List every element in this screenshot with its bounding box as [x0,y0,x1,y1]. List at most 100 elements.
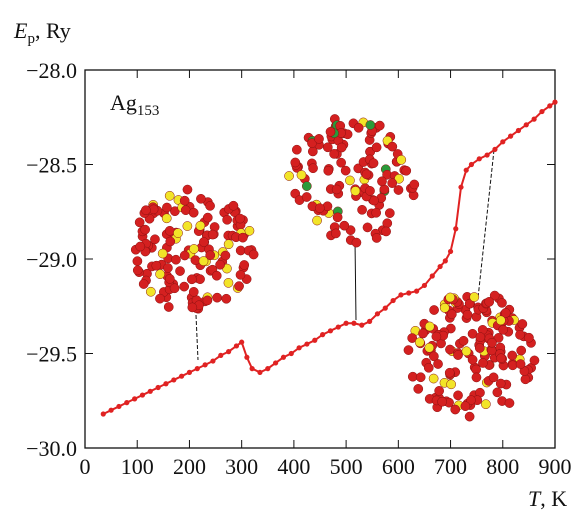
atom [384,208,395,218]
atom [415,372,426,383]
atom [322,142,333,153]
data-point [406,290,412,296]
data-point [453,226,459,232]
data-point [155,384,161,391]
atom [207,229,218,240]
data-point [484,152,490,158]
atom [141,205,151,216]
data-point [171,377,177,383]
atom [488,372,499,383]
annotation-main: Ag [110,90,137,115]
atom [428,373,439,384]
data-point [233,343,240,349]
atom [239,260,250,270]
atom [189,244,199,254]
atom [437,396,447,407]
annotation-sub: 153 [137,103,160,119]
atom [235,269,246,280]
atom [175,266,185,276]
y-label-main: E [13,18,28,43]
atom [351,237,362,248]
atom [222,214,232,225]
atom [371,142,382,153]
atom [284,171,294,181]
data-point [320,332,326,338]
atom [433,359,443,369]
data-point [437,263,443,270]
atom [314,203,325,214]
atom [368,158,379,169]
atom [345,175,355,186]
atom [413,384,424,394]
data-point [100,411,106,417]
atom [212,292,223,303]
atom [187,302,198,313]
atom [329,149,339,159]
atom [162,202,172,213]
atom [211,270,222,281]
atom [314,134,324,144]
data-point [351,320,357,326]
atom [396,155,407,165]
atom [325,126,336,137]
atom [461,346,472,357]
data-point [367,318,373,324]
atom [439,303,450,313]
atom [374,120,385,131]
atom [134,217,145,228]
atom [423,362,434,373]
atom [418,328,428,339]
data-point [463,167,469,173]
data-point [531,116,537,122]
x-tick-label: 200 [173,454,206,479]
atom [365,120,376,130]
atom [308,163,318,174]
atom [228,200,239,211]
data-point [547,103,553,109]
atom [481,399,491,410]
atom [323,165,334,176]
atom [484,296,495,307]
atom [171,254,181,265]
atom [401,165,412,176]
x-tick-label: 0 [80,454,91,479]
atom [403,345,414,355]
atom [223,239,234,250]
atom [460,401,471,411]
atom [336,142,347,153]
atom [296,170,307,180]
atom [393,185,404,195]
atom [312,215,322,226]
atom [165,236,176,247]
data-point [163,381,169,387]
atom [163,263,173,273]
atom [371,207,382,218]
atom [467,354,478,365]
data-point [539,108,545,115]
atom [414,337,425,348]
atom [138,279,149,289]
atom [196,193,206,204]
data-point [359,322,365,328]
atom [234,281,244,291]
atom [431,331,442,342]
x-tick-label: 600 [382,454,415,479]
atom [221,293,232,304]
data-point [476,156,482,162]
atom [235,213,245,224]
atom [350,186,361,196]
data-point [343,320,349,326]
data-point [335,324,341,330]
atom [487,337,497,348]
atom [464,411,475,422]
atom [198,237,209,247]
atom [205,250,216,261]
atom [163,302,174,312]
data-point [186,369,193,375]
data-point [447,248,454,255]
atom [155,293,165,304]
data-point [492,146,498,152]
atom [169,283,180,294]
atom [495,378,506,389]
